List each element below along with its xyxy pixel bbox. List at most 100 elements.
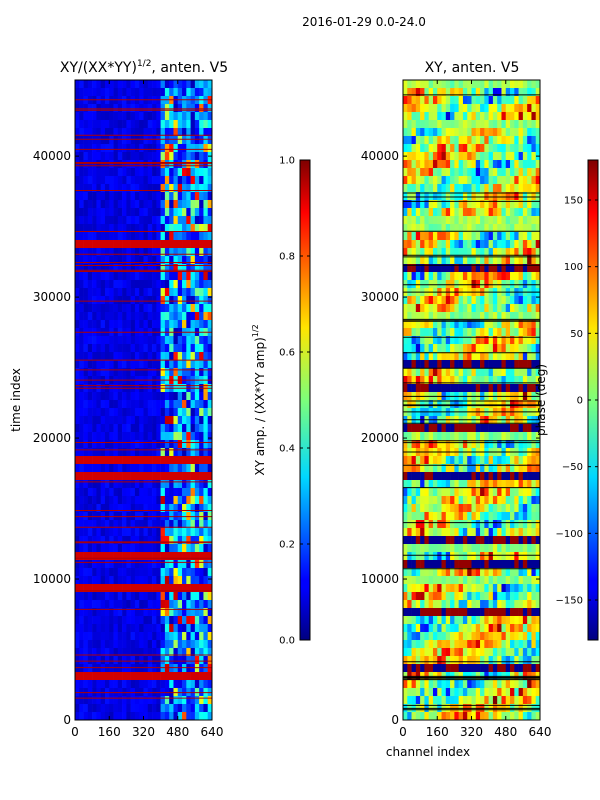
phase-heatmap-cell bbox=[475, 112, 481, 121]
phase-heatmap-cell bbox=[518, 272, 524, 281]
amplitude-heatmap-cell bbox=[143, 624, 149, 633]
amplitude-heatmap-cell bbox=[169, 192, 174, 201]
phase-heatmap-cell bbox=[488, 328, 494, 337]
phase-heatmap-cell bbox=[531, 152, 537, 161]
phase-heatmap-cell bbox=[492, 640, 498, 649]
amplitude-heatmap-cell bbox=[152, 600, 157, 609]
phase-heatmap-cell bbox=[484, 88, 489, 97]
phase-heatmap-cell bbox=[407, 200, 412, 209]
phase-heatmap-cell bbox=[462, 528, 468, 537]
amplitude-heatmap-cell bbox=[130, 608, 136, 617]
phase-heatmap-cell bbox=[514, 312, 519, 321]
phase-heatmap-cell bbox=[522, 624, 528, 633]
phase-heatmap-cell bbox=[522, 432, 528, 441]
amplitude-heatmap-cell bbox=[100, 208, 106, 217]
phase-heatmap-cell bbox=[475, 520, 481, 529]
amplitude-heatmap-cell bbox=[199, 256, 204, 265]
phase-heatmap-cell bbox=[492, 360, 498, 369]
amplitude-heatmap-cell bbox=[203, 648, 209, 657]
phase-heatmap-cell bbox=[428, 464, 434, 473]
phase-heatmap-cell bbox=[475, 120, 481, 129]
phase-heatmap-cell bbox=[471, 536, 477, 545]
phase-heatmap-cell bbox=[484, 272, 489, 281]
phase-heatmap-cell bbox=[411, 528, 417, 537]
phase-heatmap-cell bbox=[505, 352, 511, 361]
amplitude-heatmap-cell bbox=[92, 192, 97, 201]
phase-heatmap-cell bbox=[484, 120, 489, 129]
phase-heatmap-cell bbox=[510, 576, 515, 585]
amplitude-heatmap-cell bbox=[194, 480, 200, 489]
amplitude-heatmap-cell bbox=[173, 416, 179, 425]
amplitude-heatmap-cell bbox=[182, 552, 187, 561]
amplitude-heatmap-cell bbox=[147, 640, 153, 649]
phase-heatmap-cell bbox=[403, 640, 408, 649]
amplitude-heatmap-cell bbox=[130, 136, 136, 145]
amplitude-heatmap-cell bbox=[156, 392, 161, 401]
amplitude-heatmap-cell bbox=[122, 480, 127, 489]
amplitude-heatmap-cell bbox=[134, 312, 140, 321]
phase-heatmap-cell bbox=[454, 536, 459, 545]
amplitude-heatmap-cell bbox=[104, 632, 110, 641]
phase-heatmap-cell bbox=[445, 160, 451, 169]
amplitude-heatmap-cell bbox=[152, 224, 157, 233]
phase-heatmap-cell bbox=[437, 560, 442, 569]
phase-heatmap-cell bbox=[454, 440, 459, 449]
phase-heatmap-cell bbox=[415, 304, 421, 313]
amplitude-heatmap-cell bbox=[109, 664, 114, 673]
amplitude-heatmap-cell bbox=[169, 584, 174, 593]
phase-heatmap-cell bbox=[527, 648, 532, 657]
amplitude-heatmap-cell bbox=[152, 592, 157, 601]
amplitude-heatmap-cell bbox=[79, 600, 84, 609]
phase-heatmap-cell bbox=[403, 160, 408, 169]
phase-heatmap-cell bbox=[424, 232, 429, 241]
amplitude-heatmap-cell bbox=[147, 112, 153, 121]
amplitude-heatmap-cell bbox=[156, 152, 161, 161]
amplitude-heatmap-cell bbox=[83, 296, 89, 305]
amplitude-heatmap-cell bbox=[194, 104, 200, 113]
amplitude-heatmap-cell bbox=[203, 680, 209, 689]
phase-heatmap-cell bbox=[432, 432, 438, 441]
phase-heatmap-cell bbox=[467, 472, 472, 481]
phase-heatmap-cell bbox=[531, 488, 537, 497]
phase-heatmap-cell bbox=[420, 360, 425, 369]
phase-heatmap-cell bbox=[531, 208, 537, 217]
phase-heatmap-cell bbox=[415, 176, 421, 185]
phase-heatmap-cell bbox=[432, 496, 438, 505]
phase-heatmap-cell bbox=[518, 616, 524, 625]
phase-heatmap-cell bbox=[475, 488, 481, 497]
amplitude-heatmap-cell bbox=[160, 216, 166, 225]
amplitude-heatmap-cell bbox=[96, 528, 101, 537]
phase-heatmap-cell bbox=[437, 80, 442, 89]
phase-heatmap-cell bbox=[497, 584, 502, 593]
amplitude-heatmap-cell bbox=[134, 240, 140, 249]
amplitude-heatmap-cell bbox=[113, 544, 119, 553]
amplitude-heatmap-cell bbox=[199, 248, 204, 257]
amplitude-heatmap-cell bbox=[177, 536, 183, 545]
phase-heatmap-cell bbox=[484, 640, 489, 649]
amplitude-heatmap-cell bbox=[109, 584, 114, 593]
amplitude-heatmap-cell bbox=[199, 472, 204, 481]
amplitude-heatmap-cell bbox=[75, 304, 80, 313]
amplitude-heatmap-cell bbox=[117, 192, 123, 201]
amplitude-heatmap-cell bbox=[169, 488, 174, 497]
amplitude-heatmap-cell bbox=[109, 224, 114, 233]
amplitude-heatmap-cell bbox=[207, 144, 213, 153]
phase-heatmap-cell bbox=[480, 232, 485, 241]
amplitude-heatmap-cell bbox=[87, 536, 93, 545]
phase-heatmap-cell bbox=[527, 192, 532, 201]
phase-heatmap-cell bbox=[441, 88, 447, 97]
amplitude-heatmap-cell bbox=[75, 656, 80, 665]
phase-heatmap-cell bbox=[518, 176, 524, 185]
amplitude-heatmap-cell bbox=[177, 464, 183, 473]
phase-heatmap-cell bbox=[518, 464, 524, 473]
amplitude-heatmap-cell bbox=[104, 296, 110, 305]
phase-heatmap-cell bbox=[445, 352, 451, 361]
amplitude-heatmap-cell bbox=[75, 160, 80, 169]
amplitude-heatmap-cell bbox=[109, 432, 114, 441]
amplitude-heatmap-cell bbox=[100, 232, 106, 241]
amplitude-heatmap-cell bbox=[160, 112, 166, 121]
phase-heatmap-cell bbox=[480, 456, 485, 465]
amplitude-heatmap-cell bbox=[100, 120, 106, 129]
amplitude-heatmap-cell bbox=[190, 600, 196, 609]
phase-heatmap-cell bbox=[514, 144, 519, 153]
